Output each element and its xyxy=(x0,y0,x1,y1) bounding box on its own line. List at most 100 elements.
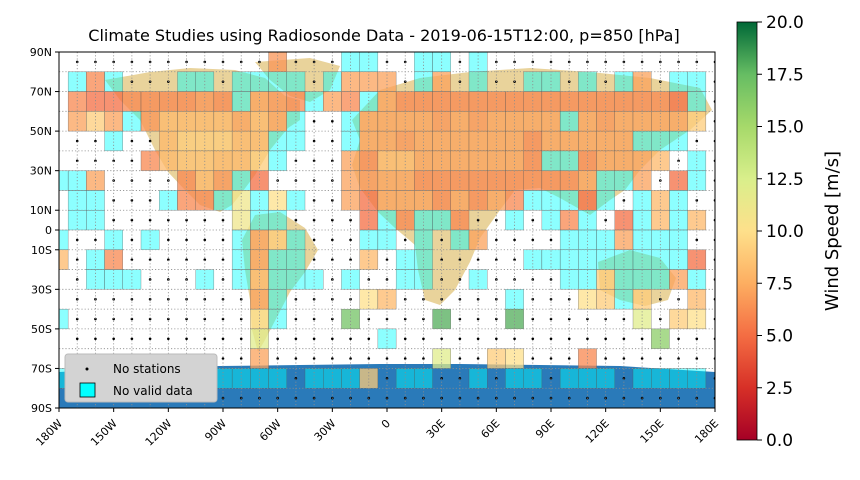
no-station-dot xyxy=(75,317,79,321)
data-cell xyxy=(596,130,615,152)
x-tick-label: 120W xyxy=(143,417,175,449)
no-station-dot xyxy=(130,337,134,341)
data-cell xyxy=(195,111,215,132)
data-cell xyxy=(104,111,123,132)
plot-area xyxy=(59,52,715,408)
data-cell xyxy=(231,111,251,132)
no-station-dot xyxy=(567,357,571,360)
no-station-dot xyxy=(167,317,170,321)
no-station-dot xyxy=(167,258,170,261)
data-cell xyxy=(578,348,597,369)
no-valid-data-cell xyxy=(414,229,433,250)
data-cell xyxy=(159,111,178,132)
data-cell xyxy=(177,130,196,152)
no-station-dot xyxy=(130,139,134,143)
no-station-dot xyxy=(622,357,626,360)
x-tick-label: 30W xyxy=(312,417,339,444)
no-station-dot xyxy=(349,238,352,242)
no-station-dot xyxy=(349,258,352,261)
x-tick-label: 150W xyxy=(88,417,120,449)
data-cell xyxy=(578,111,597,132)
no-valid-data-cell xyxy=(359,229,379,250)
no-station-dot xyxy=(513,258,516,261)
no-station-dot xyxy=(331,357,334,360)
no-station-dot xyxy=(239,317,243,321)
no-station-dot xyxy=(148,337,152,341)
no-station-dot xyxy=(531,337,535,341)
data-cell xyxy=(614,229,634,250)
no-station-dot xyxy=(221,238,225,242)
data-cell xyxy=(86,111,105,132)
no-station-dot xyxy=(312,317,316,321)
no-station-dot xyxy=(312,119,316,123)
no-valid-data-cell xyxy=(268,130,287,152)
no-station-dot xyxy=(659,357,662,360)
no-station-dot xyxy=(458,337,462,341)
no-station-dot xyxy=(458,317,462,321)
data-cell xyxy=(687,111,707,132)
no-station-dot xyxy=(659,317,662,321)
no-station-dot xyxy=(422,357,425,360)
no-station-dot xyxy=(221,258,225,261)
data-cell xyxy=(523,130,543,152)
no-station-dot xyxy=(148,317,152,321)
no-station-dot xyxy=(75,159,79,163)
no-station-dot xyxy=(422,337,425,341)
no-station-dot xyxy=(75,258,79,261)
no-station-dot xyxy=(221,357,225,360)
legend-box xyxy=(64,353,218,403)
no-station-dot xyxy=(203,218,207,222)
data-cell xyxy=(250,328,269,349)
data-cell xyxy=(177,111,196,132)
no-station-dot xyxy=(549,337,553,341)
no-valid-data-cell xyxy=(377,328,397,349)
no-station-dot xyxy=(604,317,607,321)
no-station-dot xyxy=(476,258,480,261)
no-station-dot xyxy=(349,218,352,222)
no-valid-data-cell xyxy=(59,229,69,250)
no-station-dot xyxy=(604,357,607,360)
no-station-dot xyxy=(331,317,334,321)
x-tick-label: 60W xyxy=(257,417,284,444)
colorbar-tick-label: 2.5 xyxy=(766,379,793,399)
no-station-dot xyxy=(130,258,134,261)
no-station-dot xyxy=(312,139,316,143)
data-cell xyxy=(140,111,160,132)
no-station-dot xyxy=(185,337,188,341)
no-valid-data-cell xyxy=(341,111,360,132)
no-station-dot xyxy=(567,317,571,321)
no-station-dot xyxy=(294,317,298,321)
no-station-dot xyxy=(203,238,207,242)
no-station-dot xyxy=(130,218,134,222)
no-valid-data-cell xyxy=(669,130,688,152)
x-tick-label: 90W xyxy=(202,417,229,444)
data-cell xyxy=(541,111,561,132)
no-station-dot xyxy=(294,377,298,380)
data-cell xyxy=(250,229,269,250)
no-station-dot xyxy=(75,238,79,242)
no-station-dot xyxy=(531,357,535,360)
no-station-dot xyxy=(312,357,316,360)
y-tick-label: 10S xyxy=(31,244,52,257)
no-station-dot xyxy=(531,218,535,222)
no-station-dot xyxy=(331,218,334,222)
no-station-dot xyxy=(331,159,334,163)
colorbar-tick-label: 20.0 xyxy=(766,13,804,33)
no-station-dot xyxy=(476,357,480,360)
data-cells-layer xyxy=(59,52,707,389)
y-tick-label: 30N xyxy=(30,165,52,178)
colorbar-tick-label: 7.5 xyxy=(766,274,793,294)
no-station-dot xyxy=(312,218,316,222)
no-station-dot xyxy=(422,317,425,321)
x-tick-label: 30E xyxy=(424,417,448,441)
data-cell xyxy=(250,130,269,152)
no-station-dot xyxy=(385,377,389,380)
chart-title: Climate Studies using Radiosonde Data - … xyxy=(88,26,679,45)
no-station-dot xyxy=(167,337,170,341)
no-station-dot xyxy=(221,337,225,341)
no-station-dot xyxy=(203,317,207,321)
legend-no-valid-data-label: No valid data xyxy=(113,384,193,398)
no-station-dot xyxy=(440,238,443,242)
legend: No stations No valid data xyxy=(64,353,218,403)
